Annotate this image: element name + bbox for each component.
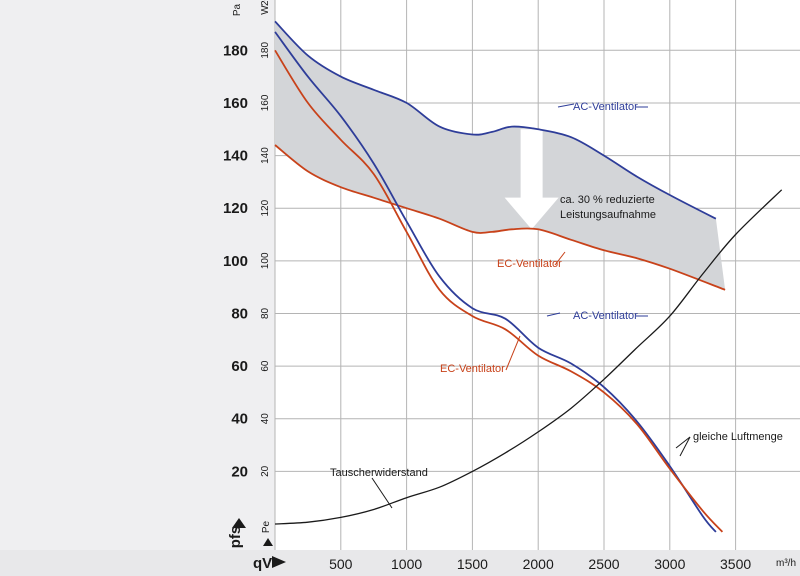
ec-pressure-curve <box>274 49 724 533</box>
ac-power-curve <box>274 20 717 220</box>
pressure-axis-symbol: pfs <box>227 526 244 549</box>
annotation-ac-power: AC-Ventilator <box>573 101 638 113</box>
pressure-tick-label: 120 <box>223 200 248 217</box>
power-tick-label: 100 <box>260 252 271 269</box>
power-axis-arrow-icon <box>263 538 273 546</box>
x-tick-labels: 500 1000 1500 2000 2500 3000 3500 <box>329 556 751 572</box>
pressure-tick-label: 140 <box>223 148 248 165</box>
x-tick-label: 3500 <box>720 556 751 572</box>
annotation-resistance: Tauscherwiderstand <box>330 467 428 479</box>
x-tick-label: 3000 <box>654 556 685 572</box>
power-tick-label: 200 <box>260 0 271 6</box>
power-tick-label: 160 <box>260 94 271 111</box>
reduction-arrow-icon <box>504 129 559 230</box>
leader-line <box>557 103 575 108</box>
power-axis-symbol: Pe <box>261 520 272 533</box>
x-axis-symbol: qV <box>253 555 272 572</box>
leader-line <box>371 477 393 509</box>
ec-power-curve <box>274 144 726 291</box>
pressure-tick-label: 20 <box>231 463 248 480</box>
leader-line <box>679 436 691 457</box>
x-axis-arrow-icon <box>272 556 286 568</box>
leader-line <box>546 312 561 317</box>
x-tick-label: 2500 <box>588 556 619 572</box>
annotation-ec-power: EC-Ventilator <box>497 258 562 270</box>
annotation-ec-pressure: EC-Ventilator <box>440 363 505 375</box>
power-tick-label: 120 <box>260 199 271 216</box>
x-tick-label: 1500 <box>457 556 488 572</box>
ac-pressure-curve <box>274 31 717 533</box>
curves <box>274 20 783 533</box>
annotation-ac-pressure: AC-Ventilator <box>573 310 638 322</box>
annotation-reduction-line1: ca. 30 % reduzierte <box>560 194 655 206</box>
pressure-tick-label: 160 <box>223 95 248 112</box>
pressure-axis-arrow-icon <box>232 518 246 528</box>
x-tick-label: 500 <box>329 556 353 572</box>
leader-line <box>554 251 566 266</box>
power-tick-label: 60 <box>260 360 271 372</box>
x-unit-label: m³/h <box>776 558 796 569</box>
power-tick-label: 40 <box>260 413 271 425</box>
annotation-same-airflow: gleiche Luftmenge <box>693 431 783 443</box>
resistance-curve <box>274 189 783 525</box>
pressure-tick-label: 100 <box>223 253 248 270</box>
power-tick-label: 180 <box>260 42 271 59</box>
power-reduction-area <box>275 21 726 290</box>
annotation-leaders <box>371 103 691 509</box>
pressure-unit-label: Pa <box>232 3 243 16</box>
pressure-tick-labels: 20 40 60 80 100 120 140 160 180 <box>223 42 248 480</box>
pressure-tick-label: 60 <box>231 358 248 375</box>
pressure-tick-label: 40 <box>231 411 248 428</box>
annotation-reduction-line2: Leistungsaufnahme <box>560 209 656 221</box>
power-unit-label: W <box>260 5 271 15</box>
power-tick-label: 80 <box>260 307 271 319</box>
left-panel <box>0 0 275 550</box>
pressure-tick-label: 80 <box>231 305 248 322</box>
bottom-bar <box>0 550 800 576</box>
leader-line <box>505 335 521 371</box>
power-tick-label: 140 <box>260 147 271 164</box>
pressure-tick-label: 180 <box>223 42 248 59</box>
leader-line <box>675 436 691 449</box>
x-tick-label: 2000 <box>523 556 554 572</box>
power-tick-labels: 20 40 60 80 100 120 140 160 180 200 <box>260 0 271 477</box>
power-tick-label: 20 <box>260 465 271 477</box>
x-tick-label: 1000 <box>391 556 422 572</box>
